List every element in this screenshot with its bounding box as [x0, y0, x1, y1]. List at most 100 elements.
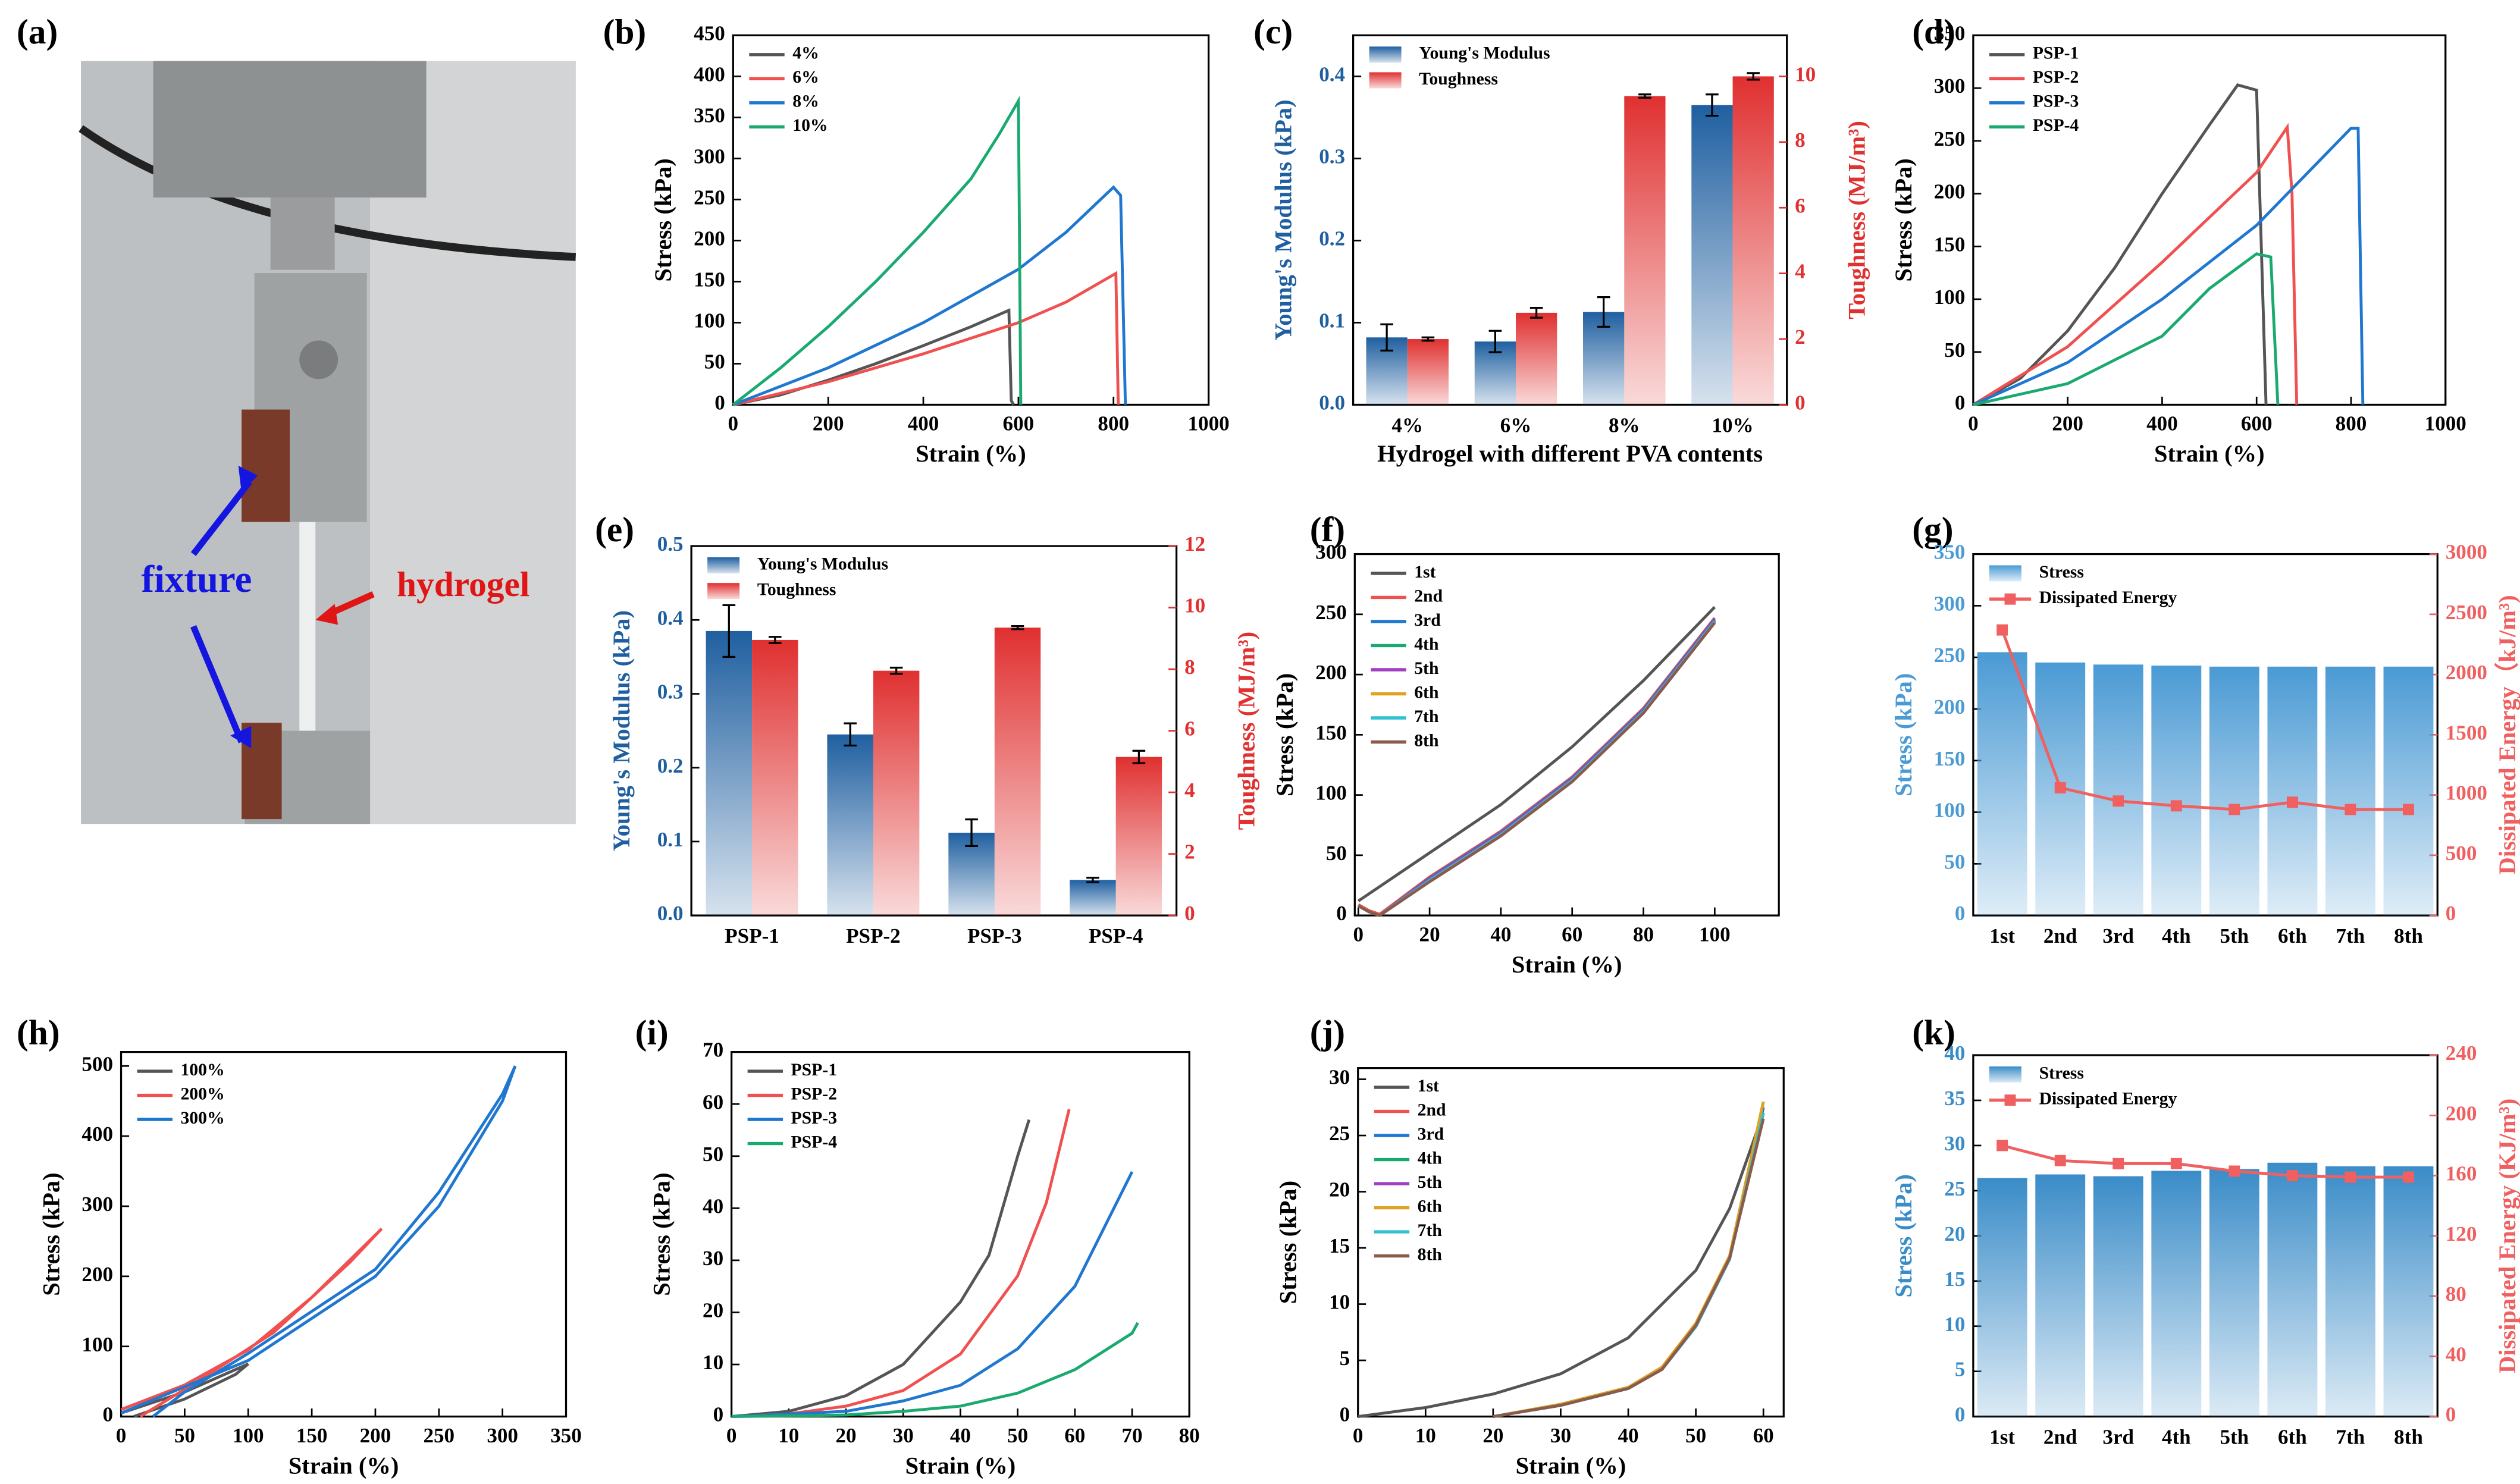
x-tick-label: 3rd — [2102, 924, 2134, 947]
line-series — [731, 1322, 1139, 1419]
y2-axis-label: Dissipated Energy（kJ/m³) — [2494, 595, 2520, 874]
x-tick-label: 200 — [2052, 412, 2083, 435]
y-tick-label: 350 — [1934, 21, 1966, 45]
y-tick-label: 20 — [703, 1299, 723, 1322]
photo-screw — [299, 340, 338, 379]
legend-label: 1st — [1414, 563, 1435, 582]
y2-tick-label: 160 — [2446, 1162, 2477, 1185]
x-tick-label: 5th — [2220, 1425, 2249, 1448]
x-tick-label: 0 — [116, 1424, 127, 1447]
legend-swatch — [707, 583, 740, 600]
panel-label: (h) — [17, 1012, 60, 1052]
y2-tick-label: 8 — [1184, 655, 1195, 679]
bar — [752, 639, 798, 916]
y-tick-label: 50 — [1944, 850, 1965, 873]
panel-label: (e) — [595, 510, 634, 549]
point — [2112, 795, 2124, 807]
legend-label: 8th — [1414, 731, 1439, 750]
y-tick-label: 100 — [1315, 782, 1347, 805]
line-series — [1972, 127, 2365, 406]
y-tick-label: 150 — [1315, 721, 1347, 744]
line-series — [1358, 619, 1716, 917]
line-series — [1493, 1101, 1765, 1418]
point — [2170, 800, 2182, 812]
bar — [1624, 96, 1666, 405]
x-tick-label: 30 — [893, 1424, 914, 1447]
line-series — [1493, 1112, 1765, 1418]
y2-tick-label: 4 — [1184, 779, 1195, 802]
y-tick-label: 10 — [1329, 1291, 1350, 1314]
x-tick-label: 30 — [1550, 1424, 1571, 1447]
panel-label: (d) — [1912, 12, 1955, 51]
y-tick-label: 40 — [1944, 1041, 1965, 1065]
y-tick-label: 400 — [694, 62, 725, 86]
legend-label: 4% — [792, 44, 819, 63]
bar — [2209, 1169, 2259, 1417]
y-tick-label: 350 — [694, 103, 725, 127]
x-tick-label: 3rd — [2102, 1425, 2134, 1448]
x-tick-label: 0 — [728, 412, 739, 435]
line-series — [1358, 622, 1716, 917]
bar — [873, 670, 920, 916]
line-series — [120, 1065, 517, 1418]
line-series — [120, 1227, 383, 1418]
y-tick-label: 0 — [1955, 902, 1966, 925]
y-tick-label: 0.1 — [1319, 309, 1345, 332]
line-series — [732, 95, 1023, 406]
y2-tick-label: 2 — [1795, 325, 1806, 349]
y2-tick-label: 10 — [1795, 62, 1816, 86]
y2-tick-label: 10 — [1184, 594, 1205, 617]
x-tick-label: 150 — [296, 1424, 328, 1447]
bar — [1732, 76, 1774, 405]
x-tick-label: 5th — [2220, 924, 2249, 947]
y-tick-label: 300 — [1934, 74, 1966, 98]
legend-label: Dissipated Energy — [2039, 1089, 2177, 1108]
y-axis-label: Stress (kPa) — [1275, 1181, 1302, 1304]
y2-tick-label: 6 — [1184, 717, 1195, 741]
y2-tick-label: 200 — [2446, 1102, 2477, 1125]
photo-arrowhead — [315, 604, 338, 625]
chart: 0.0 0.1 0.2 0.3 0.4 0.5 0 2 4 6 8 10 12 Young's Modul… — [608, 532, 1259, 947]
photo-rod — [270, 197, 335, 270]
y2-tick-label: 1000 — [2446, 782, 2487, 805]
x-tick-label: 8th — [2394, 1425, 2423, 1448]
y-tick-label: 200 — [694, 227, 725, 250]
y-tick-label: 0 — [102, 1403, 113, 1426]
x-tick-label: 400 — [2146, 412, 2178, 435]
point — [2170, 1157, 2182, 1169]
y-tick-label: 0 — [1336, 902, 1347, 925]
bar — [827, 734, 873, 916]
y-tick-label: 250 — [694, 186, 725, 209]
bar — [1516, 312, 1557, 405]
x-tick-label: 8% — [1609, 413, 1640, 437]
point — [2228, 804, 2240, 815]
y2-tick-label: 6 — [1795, 194, 1806, 217]
x-tick-label: 0 — [1353, 923, 1364, 946]
x-axis-label: Hydrogel with different PVA contents — [1377, 440, 1763, 467]
legend-label: Young's Modulus — [1419, 44, 1550, 63]
bar — [2151, 666, 2202, 916]
bar — [2383, 1166, 2434, 1417]
x-tick-label: 10 — [1415, 1424, 1436, 1447]
legend-label: 6th — [1418, 1197, 1443, 1216]
legend-label: 2nd — [1418, 1100, 1446, 1119]
x-tick-label: 80 — [1179, 1424, 1200, 1447]
x-tick-label: 800 — [1098, 412, 1129, 435]
y-axis-label: Stress (kPa) — [1271, 673, 1298, 796]
legend-label: 4th — [1414, 635, 1439, 654]
bar — [1407, 339, 1449, 405]
line-series — [1493, 1112, 1765, 1418]
y-tick-label: 350 — [1934, 541, 1966, 564]
legend-label: 100% — [180, 1061, 224, 1080]
x-tick-label: PSP-3 — [967, 924, 1022, 947]
y-tick-label: 30 — [703, 1247, 723, 1270]
point — [2286, 796, 2298, 808]
line-series — [732, 271, 1120, 406]
point — [1996, 1140, 2008, 1152]
y-tick-label: 50 — [1326, 842, 1347, 865]
y-tick-label: 0.0 — [1319, 391, 1345, 415]
x-tick-label: 1000 — [2425, 412, 2466, 435]
y2-tick-label: 0 — [1184, 902, 1195, 925]
y-tick-label: 0.0 — [657, 902, 684, 925]
